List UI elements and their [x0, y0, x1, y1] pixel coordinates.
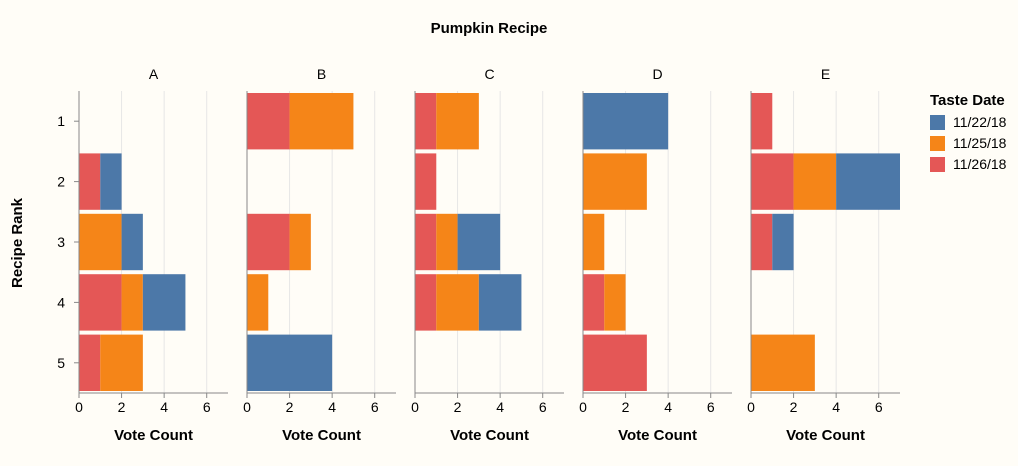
chart-title: Pumpkin Recipe [431, 20, 548, 37]
x-tick-label: 0 [747, 399, 755, 415]
facet-C: C 0 2 4 6 Vote Count [411, 66, 564, 444]
x-tick-label: 4 [328, 399, 336, 415]
x-tick-label: 0 [411, 399, 419, 415]
bar-A-rank2-11-26-18 [79, 153, 101, 210]
x-axis-title: Vote Count [114, 427, 193, 444]
bar-A-rank5-11-26-18 [79, 334, 101, 391]
bar-D-rank1-11-22-18 [583, 93, 669, 150]
facet-label: E [821, 66, 830, 82]
bar-C-rank3-11-25-18 [436, 213, 458, 271]
facet-label: C [484, 66, 494, 82]
y-tick-label: 3 [57, 234, 65, 250]
bar-B-rank3-11-25-18 [289, 213, 311, 271]
legend-title: Taste Date [930, 92, 1005, 109]
bar-E-rank3-11-26-18 [751, 213, 773, 271]
legend-entry: 11/25/18 [930, 135, 1007, 151]
legend: Taste Date 11/22/18 11/25/18 11/26/18 [930, 92, 1007, 172]
x-tick-label: 6 [875, 399, 883, 415]
x-tick-label: 0 [243, 399, 251, 415]
bar-A-rank4-11-25-18 [121, 274, 143, 331]
bar-C-rank4-11-22-18 [478, 274, 522, 331]
x-tick-label: 2 [622, 399, 630, 415]
facet-B: B 0 2 4 6 Vote Count [243, 66, 396, 444]
x-tick-label: 4 [832, 399, 840, 415]
facet-A: A 0 2 4 6 Vote Count 1 2 3 4 5 [57, 66, 228, 444]
x-tick-label: 6 [707, 399, 715, 415]
x-axis-title: Vote Count [282, 427, 361, 444]
legend-swatch [930, 157, 945, 172]
bar-D-rank2-11-25-18 [583, 153, 647, 210]
bar-E-rank2-11-22-18 [836, 153, 900, 210]
bar-A-rank5-11-25-18 [100, 334, 143, 391]
bar-A-rank4-11-26-18 [79, 274, 122, 331]
x-axis-title: Vote Count [450, 427, 529, 444]
bar-B-rank1-11-26-18 [247, 93, 290, 150]
bar-C-rank2-11-26-18 [415, 153, 437, 210]
bar-A-rank4-11-22-18 [142, 274, 186, 331]
x-tick-label: 6 [371, 399, 379, 415]
facet-D: D 0 2 4 6 Vote Count [579, 66, 732, 444]
y-tick-label: 4 [57, 294, 65, 310]
legend-entry: 11/22/18 [930, 114, 1007, 130]
legend-label: 11/25/18 [953, 135, 1007, 151]
legend-label: 11/26/18 [953, 156, 1007, 172]
x-tick-label: 4 [496, 399, 504, 415]
bar-C-rank1-11-26-18 [415, 93, 437, 150]
bar-A-rank3-11-22-18 [121, 213, 143, 271]
facet-label: A [149, 66, 159, 82]
facets: A 0 2 4 6 Vote Count 1 2 3 4 5 B 0 2 4 6 Vote Count C 0 2 4 6… [57, 66, 900, 444]
bar-D-rank4-11-26-18 [583, 274, 605, 331]
legend-label: 11/22/18 [953, 114, 1007, 130]
bar-D-rank5-11-26-18 [583, 334, 647, 391]
y-axis-title: Recipe Rank [9, 197, 26, 288]
bar-B-rank4-11-25-18 [247, 274, 269, 331]
bar-B-rank5-11-22-18 [247, 334, 333, 391]
bar-B-rank3-11-26-18 [247, 213, 290, 271]
bar-A-rank2-11-22-18 [100, 153, 122, 210]
facet-label: B [317, 66, 326, 82]
x-tick-label: 6 [203, 399, 211, 415]
x-axis-title: Vote Count [786, 427, 865, 444]
x-axis-title: Vote Count [618, 427, 697, 444]
facet-E: E 0 2 4 6 Vote Count [747, 66, 900, 444]
bar-C-rank3-11-26-18 [415, 213, 437, 271]
bar-E-rank2-11-26-18 [751, 153, 794, 210]
bar-E-rank3-11-22-18 [772, 213, 794, 271]
x-tick-label: 4 [160, 399, 168, 415]
x-tick-label: 4 [664, 399, 672, 415]
bar-C-rank4-11-26-18 [415, 274, 437, 331]
x-tick-label: 0 [75, 399, 83, 415]
x-tick-label: 2 [286, 399, 294, 415]
x-tick-label: 2 [790, 399, 798, 415]
x-tick-label: 0 [579, 399, 587, 415]
bar-C-rank4-11-25-18 [436, 274, 479, 331]
bar-C-rank3-11-22-18 [457, 213, 501, 271]
legend-entry: 11/26/18 [930, 156, 1007, 172]
y-tick-label: 1 [57, 113, 65, 129]
facet-label: D [652, 66, 662, 82]
x-tick-label: 2 [454, 399, 462, 415]
bar-C-rank1-11-25-18 [436, 93, 479, 150]
bar-E-rank2-11-25-18 [793, 153, 837, 210]
y-tick-label: 2 [57, 174, 65, 190]
bar-B-rank1-11-25-18 [289, 93, 354, 150]
x-tick-label: 6 [539, 399, 547, 415]
bar-D-rank3-11-25-18 [583, 213, 605, 271]
bar-A-rank3-11-25-18 [79, 213, 122, 271]
bar-E-rank1-11-26-18 [751, 93, 773, 150]
bar-D-rank4-11-25-18 [604, 274, 626, 331]
legend-swatch [930, 115, 945, 130]
legend-swatch [930, 136, 945, 151]
x-tick-label: 2 [118, 399, 126, 415]
bar-E-rank5-11-25-18 [751, 334, 815, 391]
y-tick-label: 5 [57, 355, 65, 371]
